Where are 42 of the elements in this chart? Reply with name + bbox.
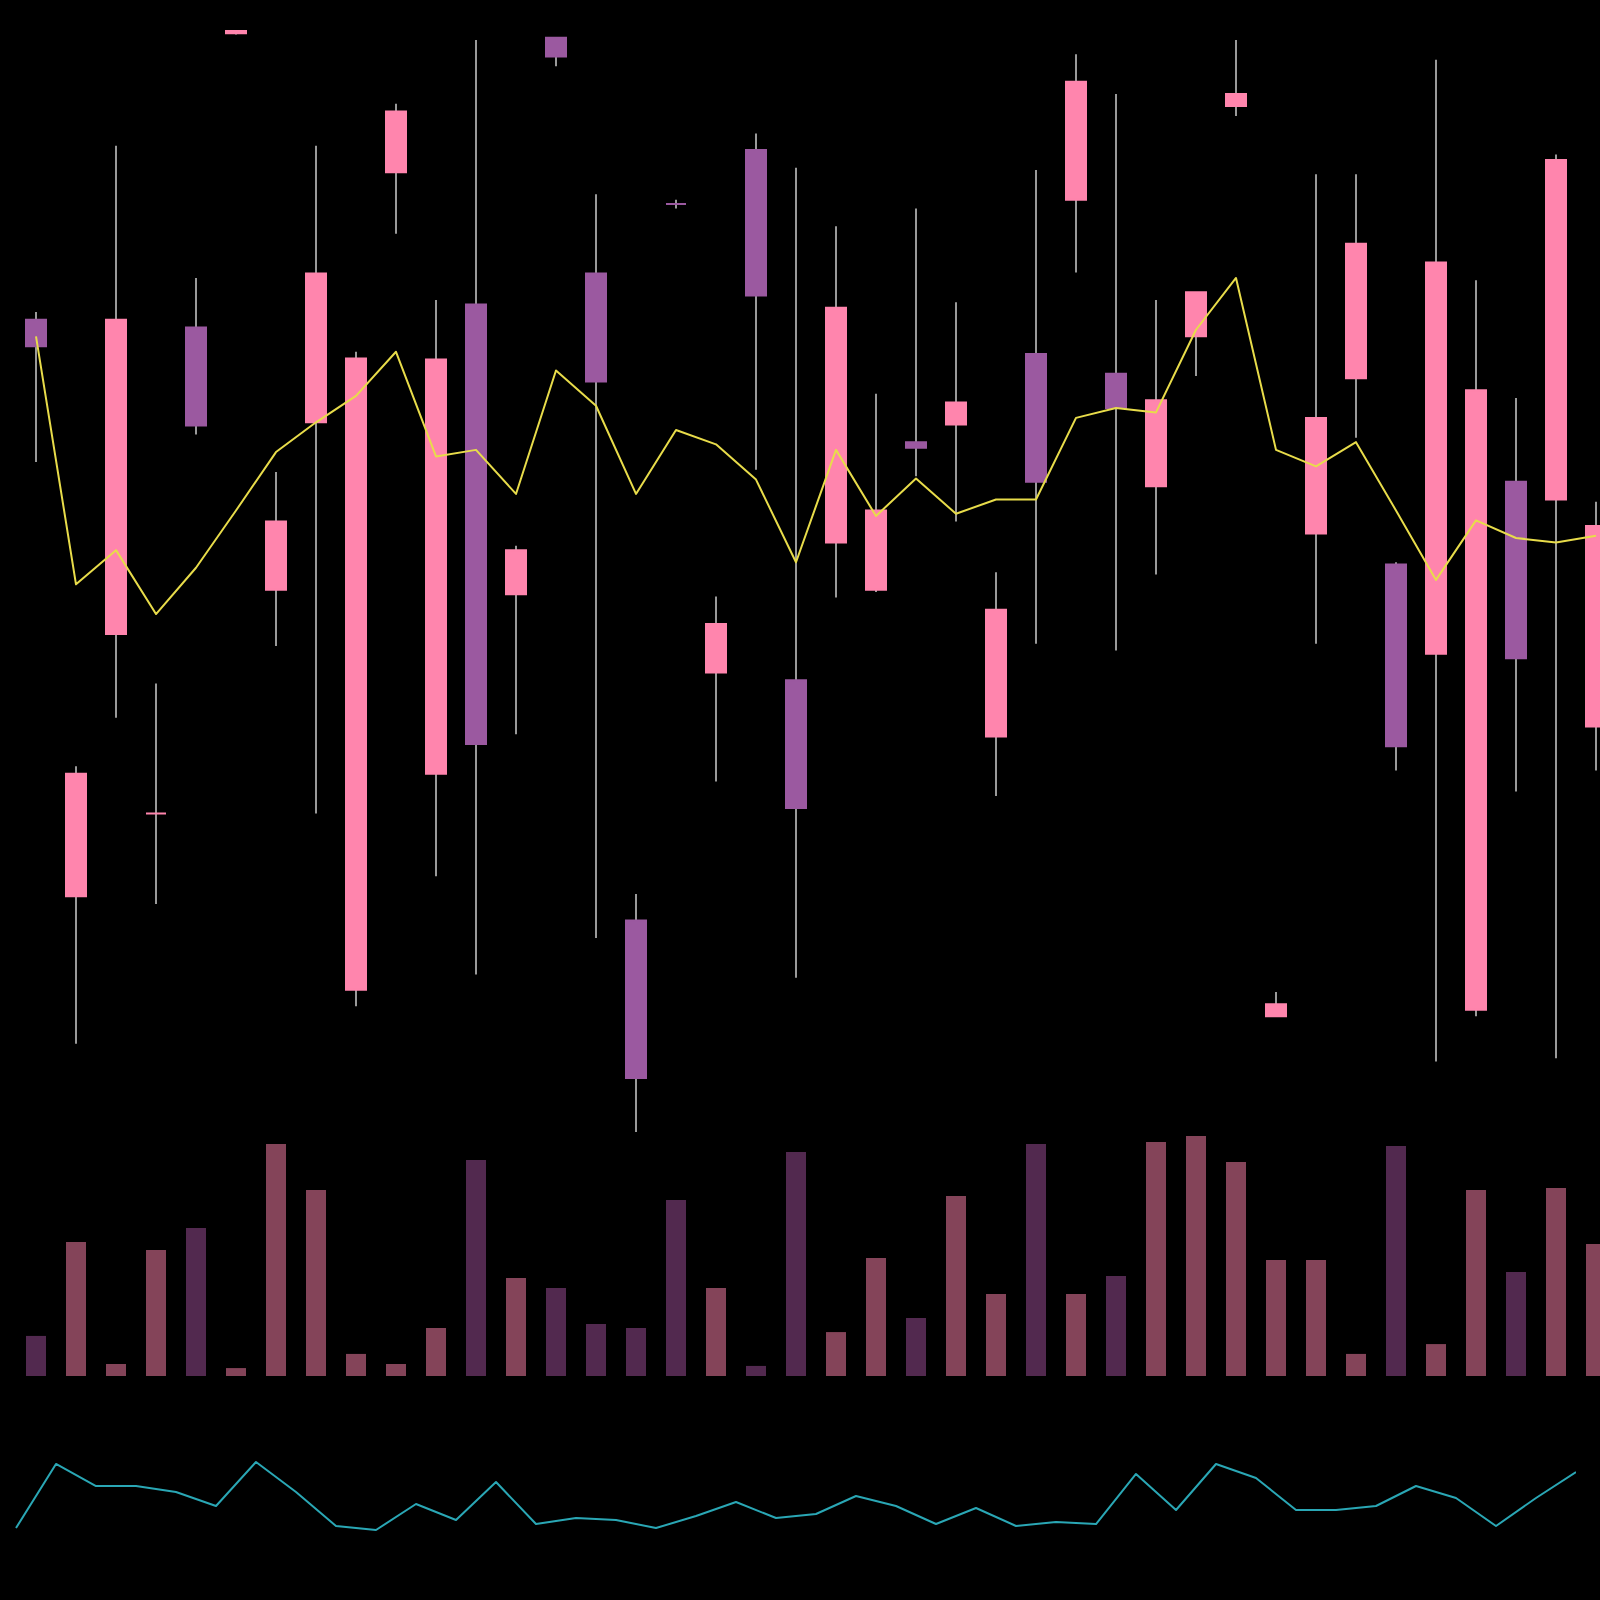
bar	[946, 1196, 966, 1376]
bar	[186, 1227, 206, 1376]
bar	[1146, 1142, 1166, 1376]
bar	[146, 1250, 166, 1376]
bar	[1306, 1260, 1326, 1376]
bar	[426, 1328, 446, 1376]
bar	[1386, 1146, 1406, 1376]
bar	[66, 1242, 86, 1376]
bar	[1066, 1293, 1086, 1376]
candlestick	[905, 208, 927, 477]
bar	[226, 1368, 246, 1376]
bar	[546, 1287, 566, 1376]
bar	[506, 1278, 526, 1376]
bar	[26, 1335, 46, 1376]
bar	[626, 1328, 646, 1376]
bar	[1466, 1190, 1486, 1376]
bar	[986, 1293, 1006, 1376]
bar	[1106, 1275, 1126, 1376]
bar	[906, 1317, 926, 1376]
bar	[466, 1160, 486, 1376]
bar	[306, 1190, 326, 1376]
bar	[1266, 1260, 1286, 1376]
bar	[1506, 1272, 1526, 1376]
bar	[586, 1323, 606, 1376]
bar	[786, 1152, 806, 1376]
bar	[666, 1200, 686, 1376]
bar	[386, 1364, 406, 1376]
bar	[266, 1143, 286, 1376]
bar	[866, 1257, 886, 1376]
bar	[1346, 1353, 1366, 1376]
bar	[1186, 1136, 1206, 1376]
bar	[106, 1364, 126, 1376]
bar	[1026, 1143, 1046, 1376]
candlestick	[145, 683, 167, 904]
bar	[826, 1332, 846, 1376]
bar	[706, 1287, 726, 1376]
bar	[1426, 1344, 1446, 1376]
bar	[746, 1365, 766, 1376]
bar	[1546, 1188, 1566, 1376]
candlestick	[1105, 93, 1127, 651]
bar	[346, 1353, 366, 1376]
bar	[1226, 1161, 1246, 1376]
